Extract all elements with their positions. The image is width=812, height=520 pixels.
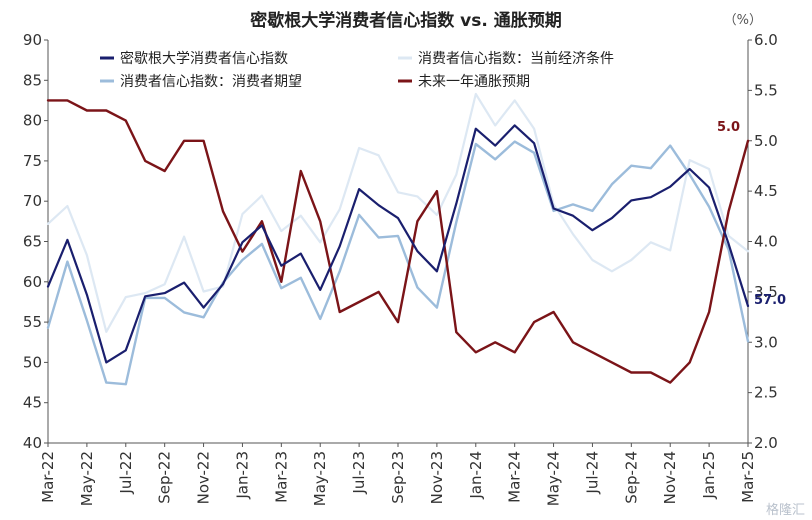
y-right-tick-label: 2.5: [754, 384, 778, 402]
x-tick-label: May-24: [545, 451, 563, 506]
legend-label-2: 消费者信心指数：消费者期望: [120, 74, 302, 90]
y-left-tick-label: 60: [23, 273, 42, 291]
x-tick-label: May-22: [78, 451, 96, 506]
legend-label-0: 密歇根大学消费者信心指数: [120, 50, 288, 67]
x-tick-label: Sep-24: [622, 451, 640, 504]
x-tick-label: Mar-24: [506, 451, 524, 503]
y-left-tick-label: 55: [23, 313, 42, 331]
y-right-tick-label: 5.5: [754, 81, 778, 99]
y-left-tick-label: 40: [23, 434, 42, 452]
y-left-tick-label: 70: [23, 192, 42, 210]
data-label-1: 57.0: [754, 293, 786, 308]
y-right-tick-label: 4.5: [754, 182, 778, 200]
y-left-tick-label: 80: [23, 112, 42, 130]
right-axis-unit: （%）: [724, 13, 762, 28]
y-left-tick-label: 50: [23, 353, 42, 371]
series-line-2: [46, 140, 750, 386]
y-left-tick-label: 65: [23, 233, 42, 251]
x-tick-label: Jul-24: [583, 451, 601, 495]
legend-label-1: 消费者信心指数：当前经济条件: [418, 50, 614, 67]
x-tick-label: Nov-22: [195, 451, 213, 504]
x-tick-label: Mar-25: [739, 451, 757, 503]
x-tick-label: Nov-23: [428, 451, 446, 504]
x-tick-label: Jul-23: [350, 451, 368, 495]
x-tick-label: Nov-24: [661, 451, 679, 504]
y-right-tick-label: 2.0: [754, 434, 778, 452]
data-label-0: 5.0: [717, 120, 740, 135]
x-tick-label: Mar-23: [272, 451, 290, 503]
plot-area: 40 45 50 55 60 65 70 75 80 85 90 2.0 2.5 3.0 3.5 4.0 4.5…: [23, 31, 786, 506]
legend-label-3: 未来一年通胀预期: [418, 74, 530, 90]
y-left-tick-label: 90: [23, 31, 42, 49]
y-left-tick-label: 85: [23, 71, 42, 89]
x-tick-label: Jan-23: [233, 451, 251, 500]
x-tick-label: Jul-22: [117, 451, 135, 495]
y-left-tick-label: 45: [23, 394, 42, 412]
watermark: 格隆汇: [766, 502, 805, 518]
x-tick-label: May-23: [311, 451, 329, 506]
y-right-tick-label: 3.0: [754, 333, 778, 351]
x-tick-label: Sep-23: [389, 451, 407, 504]
y-right-tick-label: 5.0: [754, 132, 778, 150]
chart-title: 密歇根大学消费者信心指数 vs. 通胀预期: [250, 10, 562, 31]
y-right-tick-label: 3.5: [754, 283, 778, 301]
series-line-3: [46, 99, 750, 384]
x-tick-label: Jan-24: [467, 451, 485, 500]
y-right-tick-label: 4.0: [754, 233, 778, 251]
series-line-1: [46, 92, 750, 333]
x-tick-label: Jan-25: [700, 451, 718, 500]
y-right-tick-label: 6.0: [754, 31, 778, 49]
y-left-tick-label: 75: [23, 152, 42, 170]
series-line-0: [46, 124, 750, 364]
x-tick-label: Mar-22: [39, 451, 57, 503]
x-tick-label: Sep-22: [156, 451, 174, 504]
